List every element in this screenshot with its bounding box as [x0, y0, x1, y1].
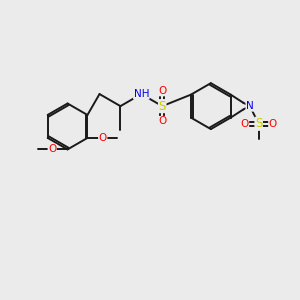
Text: S: S [159, 100, 166, 112]
Text: NH: NH [134, 89, 149, 99]
Text: O: O [158, 86, 166, 96]
Text: O: O [240, 119, 249, 129]
Text: O: O [158, 116, 166, 126]
Text: O: O [269, 119, 277, 129]
Text: S: S [255, 117, 262, 130]
Text: N: N [246, 101, 254, 111]
Text: O: O [99, 133, 107, 143]
Text: O: O [48, 144, 56, 154]
